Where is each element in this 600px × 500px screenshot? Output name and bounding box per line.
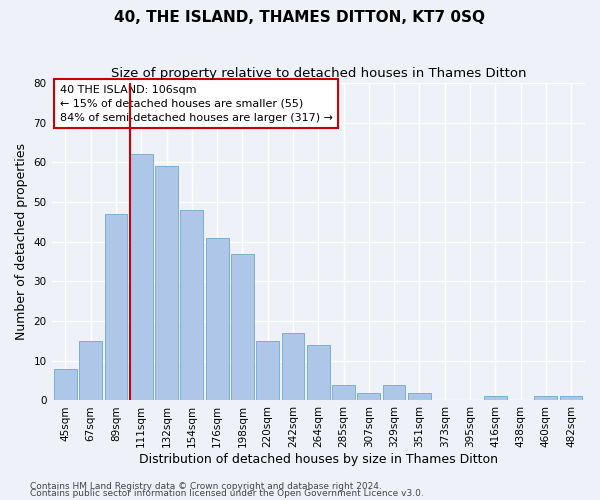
Bar (206, 238, 229, 400)
Bar (560, 396, 583, 400)
Y-axis label: Number of detached properties: Number of detached properties (15, 144, 28, 340)
Bar (181, 210, 203, 400)
Bar (408, 392, 431, 400)
Title: Size of property relative to detached houses in Thames Ditton: Size of property relative to detached ho… (110, 68, 526, 80)
Bar (231, 254, 254, 400)
Text: 40 THE ISLAND: 106sqm
← 15% of detached houses are smaller (55)
84% of semi-deta: 40 THE ISLAND: 106sqm ← 15% of detached … (59, 84, 332, 122)
Bar (535, 396, 557, 400)
Text: 40, THE ISLAND, THAMES DITTON, KT7 0SQ: 40, THE ISLAND, THAMES DITTON, KT7 0SQ (115, 10, 485, 25)
Bar (358, 392, 380, 400)
Bar (281, 333, 304, 400)
Bar (155, 166, 178, 400)
Bar (307, 345, 329, 401)
Bar (54, 368, 77, 400)
Bar (383, 384, 406, 400)
Bar (79, 341, 102, 400)
Bar (332, 384, 355, 400)
Text: Contains public sector information licensed under the Open Government Licence v3: Contains public sector information licen… (30, 489, 424, 498)
Bar (256, 341, 279, 400)
X-axis label: Distribution of detached houses by size in Thames Ditton: Distribution of detached houses by size … (139, 453, 498, 466)
Bar (130, 154, 152, 400)
Text: Contains HM Land Registry data © Crown copyright and database right 2024.: Contains HM Land Registry data © Crown c… (30, 482, 382, 491)
Bar (484, 396, 506, 400)
Bar (104, 214, 127, 400)
